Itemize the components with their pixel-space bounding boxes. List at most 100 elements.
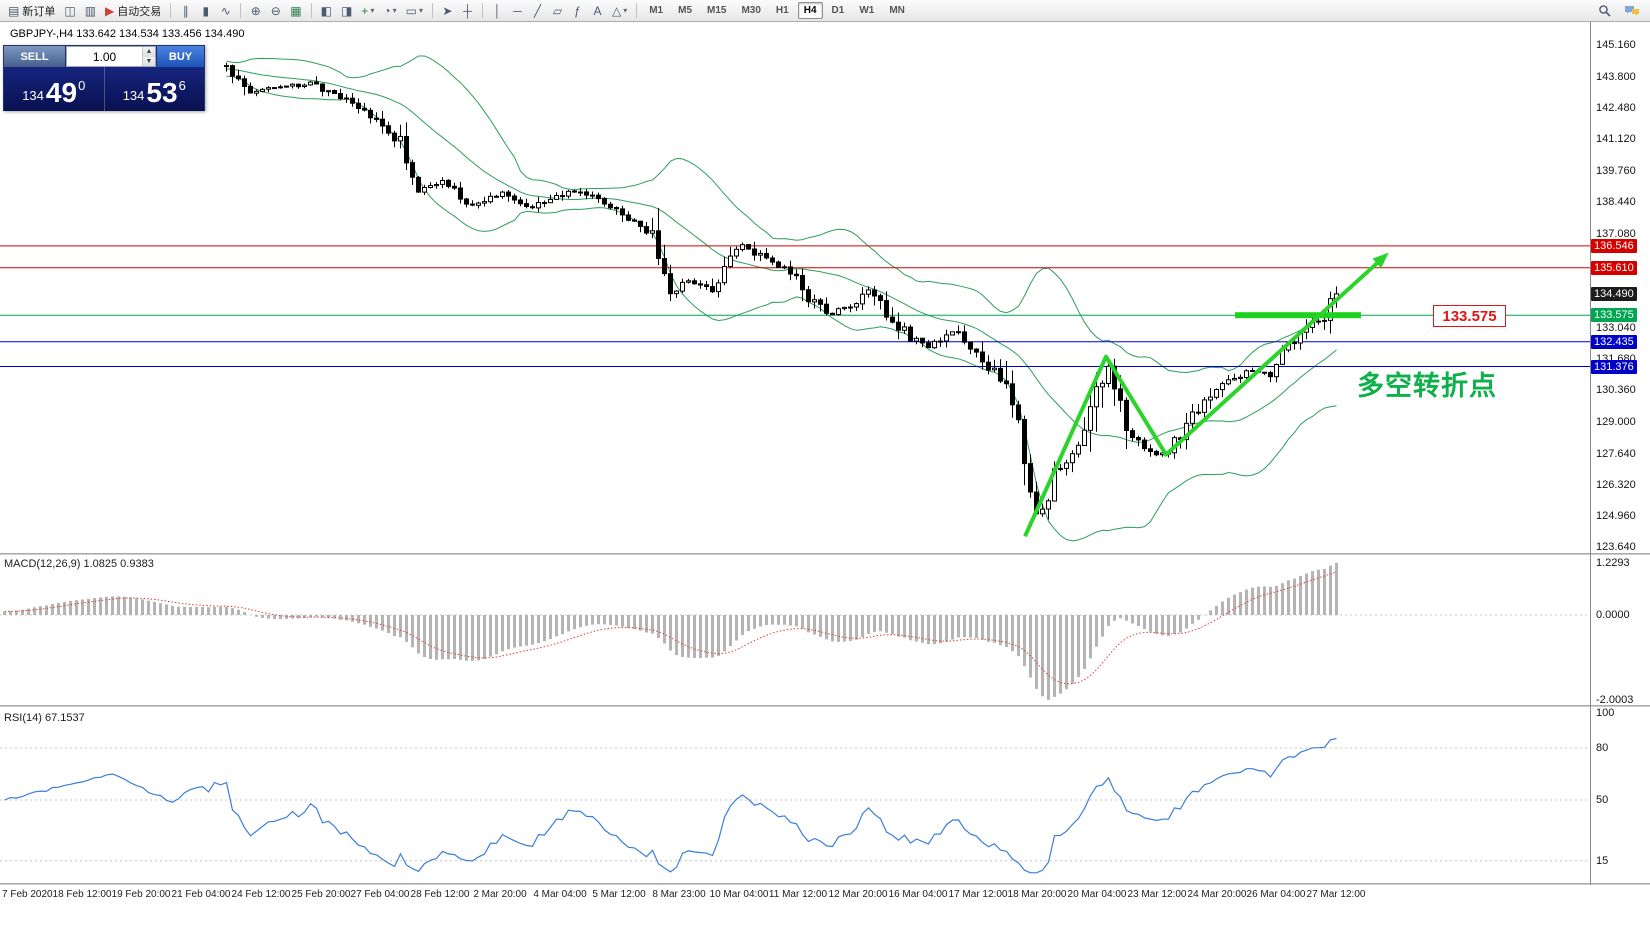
zoom-in-icon[interactable]: ⊕ xyxy=(246,2,265,20)
candlestick-chart-icon[interactable]: ▮ xyxy=(196,2,215,20)
sell-price-pips: 49 xyxy=(45,77,78,108)
rsi-axis-label: 80 xyxy=(1596,742,1609,754)
profiles-icon-glyph: ▥ xyxy=(84,3,97,18)
price-axis-label: 137.080 xyxy=(1596,227,1636,240)
price-level-label-box[interactable]: 133.575 xyxy=(1433,305,1506,327)
crosshair-icon[interactable]: ┼ xyxy=(458,2,477,20)
chart-window-icon[interactable]: ◫ xyxy=(60,2,79,20)
pane-separator[interactable] xyxy=(0,883,1650,885)
dropdown-caret-icon: ▾ xyxy=(623,6,628,15)
tile-windows-icon[interactable]: ◧ xyxy=(317,2,336,20)
volume-decrease-button[interactable]: ▼ xyxy=(143,56,155,66)
autotrading-button-label: 自动交易 xyxy=(117,5,162,18)
zoom-out-icon[interactable]: ⊖ xyxy=(266,2,285,20)
indicators-icon[interactable]: ▦ xyxy=(286,2,305,20)
timeframe-d1-button[interactable]: D1 xyxy=(831,5,845,16)
time-axis-label: 27 Mar 12:00 xyxy=(1306,889,1366,900)
fibonacci-icon[interactable]: ƒ xyxy=(568,2,587,20)
price-badge-135.610: 135.610 xyxy=(1591,260,1637,275)
bar-chart-icon[interactable]: ∥ xyxy=(176,2,195,20)
price-axis-label: 129.000 xyxy=(1596,416,1636,428)
volume-input[interactable] xyxy=(67,47,142,66)
price-axis-label: 123.640 xyxy=(1596,541,1636,553)
toolbar-separator xyxy=(481,3,483,18)
price-axis-label: 142.480 xyxy=(1596,101,1636,114)
price-badge-136.546: 136.546 xyxy=(1591,238,1637,253)
new-chart-icon[interactable]: + ▾ xyxy=(357,2,378,20)
cascade-windows-icon[interactable]: ◨ xyxy=(337,2,356,20)
time-axis-label: 20 Mar 04:00 xyxy=(1067,889,1127,900)
text-icon-glyph: A xyxy=(593,3,602,18)
sell-button[interactable]: SELL xyxy=(4,46,66,67)
profiles-icon[interactable]: ▥ xyxy=(81,2,100,20)
horizontal-line-icon[interactable]: ─ xyxy=(508,2,527,20)
autotrading-button[interactable]: ▶ 自动交易 xyxy=(101,2,165,20)
price-badge-131.376: 131.376 xyxy=(1591,359,1637,374)
rsi-indicator-canvas[interactable] xyxy=(0,709,1590,883)
line-chart-icon-glyph: ∿ xyxy=(220,3,231,18)
bollinger-upper-band xyxy=(226,55,1337,374)
cursor-icon[interactable]: ➤ xyxy=(438,2,457,20)
price-axis-label: 126.320 xyxy=(1596,478,1636,491)
zoom-in-icon-glyph: ⊕ xyxy=(250,3,261,18)
timeframe-h4-button[interactable]: H4 xyxy=(797,2,823,19)
channel-icon[interactable]: ▱ xyxy=(548,2,567,20)
templates-icon[interactable]: ▭ ▾ xyxy=(402,2,427,20)
price-axis-label: 130.360 xyxy=(1596,384,1636,397)
sell-price-display[interactable]: 134 49 0 xyxy=(4,67,105,111)
dropdown-caret-icon: ▾ xyxy=(392,6,397,15)
timeframe-m1-button[interactable]: M1 xyxy=(649,5,664,16)
zoom-out-icon-glyph: ⊖ xyxy=(270,3,281,18)
time-axis-label: 27 Feb 04:00 xyxy=(350,889,410,900)
volume-increase-button[interactable]: ▲ xyxy=(143,47,155,57)
new-chart-icon-glyph: + xyxy=(361,3,369,18)
text-icon[interactable]: A xyxy=(588,2,607,20)
symbol-ohlc-info: GBPJPY-,H4 133.642 134.534 133.456 134.4… xyxy=(6,27,249,41)
time-axis-label: 18 Feb 12:00 xyxy=(52,889,112,900)
period-icon[interactable]: ◔ ▾ xyxy=(379,2,400,20)
vertical-line-icon[interactable]: │ xyxy=(488,2,507,20)
timeframe-m15-button[interactable]: M15 xyxy=(707,5,727,16)
sell-price-figure: 134 xyxy=(22,88,44,103)
bollinger-lower-band xyxy=(226,75,1337,542)
sell-price-point: 0 xyxy=(78,78,86,93)
horizontal-line-icon-glyph: ─ xyxy=(513,3,522,18)
time-axis-label: 2 Mar 20:00 xyxy=(473,889,527,900)
macd-indicator-canvas[interactable] xyxy=(0,555,1590,705)
pane-separator[interactable] xyxy=(0,553,1650,555)
buy-price-pips: 53 xyxy=(146,77,178,108)
shapes-icon[interactable]: △ ▾ xyxy=(608,2,631,20)
timeframe-h1-button[interactable]: H1 xyxy=(775,5,789,16)
toolbar-separator xyxy=(310,3,312,18)
main-chart-canvas[interactable] xyxy=(0,22,1590,553)
line-chart-icon[interactable]: ∿ xyxy=(216,2,235,20)
crosshair-icon-glyph: ┼ xyxy=(463,3,472,18)
timeframe-m30-button[interactable]: M30 xyxy=(741,5,761,16)
trendline-icon[interactable]: ╱ xyxy=(528,2,547,20)
chat-icon[interactable] xyxy=(1620,2,1644,20)
new-order-button[interactable]: ▤ 新订单 xyxy=(4,2,59,20)
buy-button[interactable]: BUY xyxy=(156,46,204,67)
price-badge-133.575: 133.575 xyxy=(1591,308,1637,323)
timeframe-w1-button[interactable]: W1 xyxy=(859,5,875,16)
buy-price-display[interactable]: 134 53 6 xyxy=(105,67,205,111)
rsi-axis-label: 100 xyxy=(1596,707,1615,720)
chart-window-icon-glyph: ◫ xyxy=(64,3,76,18)
pane-separator[interactable] xyxy=(0,705,1650,707)
timeframe-mn-button[interactable]: MN xyxy=(889,5,905,16)
timeframe-m5-button[interactable]: M5 xyxy=(678,5,693,16)
time-axis-label: 8 Mar 23:00 xyxy=(652,889,706,900)
turning-point-annotation[interactable]: 多空转折点 xyxy=(1357,371,1497,401)
search-icon[interactable] xyxy=(1594,2,1616,20)
time-axis-label: 19 Feb 20:00 xyxy=(111,889,171,900)
templates-icon-glyph: ▭ xyxy=(405,3,417,18)
trend-zigzag-arrow xyxy=(1023,257,1384,538)
candlestick-chart-icon-glyph: ▮ xyxy=(202,3,210,18)
buy-price-figure: 134 xyxy=(122,88,145,103)
channel-icon-glyph: ▱ xyxy=(552,3,563,18)
time-axis-label: 17 Mar 12:00 xyxy=(948,889,1008,900)
rsi-line xyxy=(4,737,1337,874)
chart-area: 145.160 143.800 142.480 141.120 139.760 138.4… xyxy=(0,22,1650,945)
price-badge-134.490: 134.490 xyxy=(1591,286,1637,301)
